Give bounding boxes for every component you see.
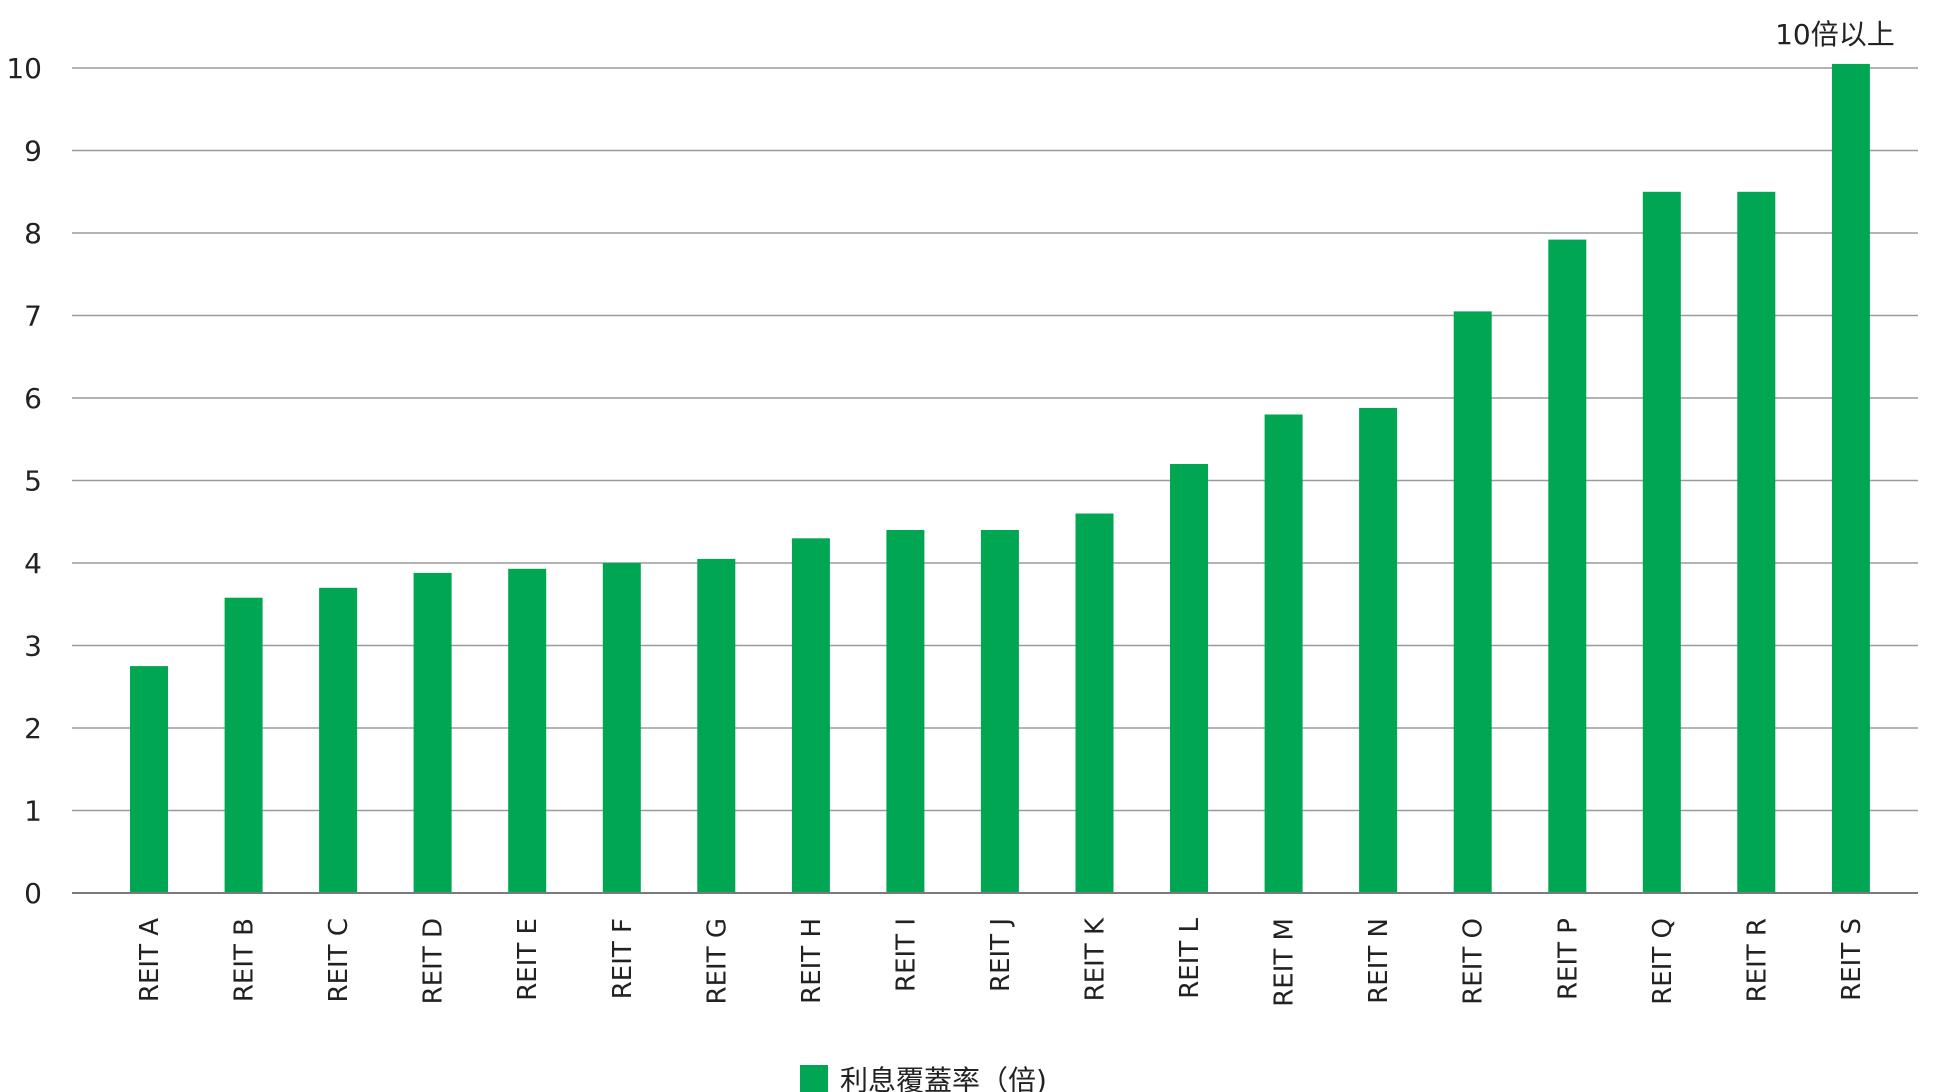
x-tick-label: REIT R <box>1742 918 1772 1002</box>
bar <box>1075 513 1114 893</box>
y-tick-label: 1 <box>24 795 42 828</box>
bar <box>886 530 925 893</box>
y-tick-label: 3 <box>24 630 42 663</box>
x-tick-label: REIT D <box>419 918 449 1004</box>
legend-label: 利息覆蓋率（倍) <box>840 1064 1047 1092</box>
bar <box>602 563 641 893</box>
bar <box>224 597 263 893</box>
legend-swatch <box>800 1065 828 1092</box>
x-axis-category-labels: REIT A REIT B REIT C REIT D REIT E REIT F REIT… <box>135 917 1867 1007</box>
y-axis-tick-labels: 0 1 2 3 4 5 6 7 8 9 10 <box>6 52 42 910</box>
x-tick-label: REIT O <box>1459 918 1489 1005</box>
bar <box>508 568 547 893</box>
y-tick-label: 5 <box>24 465 42 498</box>
bars <box>130 63 1870 894</box>
y-tick-label: 6 <box>24 382 42 415</box>
bar <box>1642 191 1681 894</box>
x-tick-label: REIT I <box>891 918 921 992</box>
y-tick-label: 2 <box>24 712 42 745</box>
x-tick-label: REIT A <box>135 918 165 1002</box>
legend: 利息覆蓋率（倍) <box>800 1064 1047 1092</box>
x-tick-label: REIT L <box>1175 917 1205 998</box>
y-tick-label: 9 <box>24 135 42 168</box>
y-tick-label: 8 <box>24 217 42 250</box>
x-tick-label: REIT P <box>1553 918 1583 1000</box>
bar <box>319 587 358 894</box>
gridlines <box>72 67 1918 812</box>
bar <box>1737 191 1776 894</box>
x-tick-label: REIT M <box>1270 918 1300 1007</box>
x-tick-label: REIT H <box>797 918 827 1004</box>
x-tick-label: REIT J <box>986 918 1016 992</box>
bar-annotation: 10倍以上 <box>1775 18 1895 51</box>
y-tick-label: 7 <box>24 300 42 333</box>
y-tick-label: 10 <box>6 52 42 85</box>
bar <box>1359 407 1398 893</box>
bar <box>1264 414 1303 893</box>
bar <box>980 530 1019 893</box>
x-tick-label: REIT N <box>1364 918 1394 1004</box>
annotations: 10倍以上 <box>1775 18 1895 51</box>
x-tick-label: REIT K <box>1081 917 1111 1001</box>
bar <box>697 558 736 893</box>
bar <box>791 538 830 894</box>
x-tick-label: REIT E <box>513 918 543 1001</box>
y-tick-label: 0 <box>24 877 42 910</box>
x-tick-label: REIT G <box>702 918 732 1004</box>
bar <box>413 572 452 893</box>
bar <box>1170 464 1208 893</box>
bar <box>1453 311 1492 893</box>
x-tick-label: REIT Q <box>1648 918 1678 1005</box>
y-tick-label: 4 <box>24 547 42 580</box>
bar <box>130 666 168 893</box>
x-tick-label: REIT S <box>1837 918 1867 1001</box>
x-tick-label: REIT B <box>230 918 260 1002</box>
x-tick-label: REIT C <box>324 918 354 1002</box>
bar <box>1548 239 1587 894</box>
x-tick-label: REIT F <box>608 918 638 999</box>
bar <box>1831 63 1870 893</box>
